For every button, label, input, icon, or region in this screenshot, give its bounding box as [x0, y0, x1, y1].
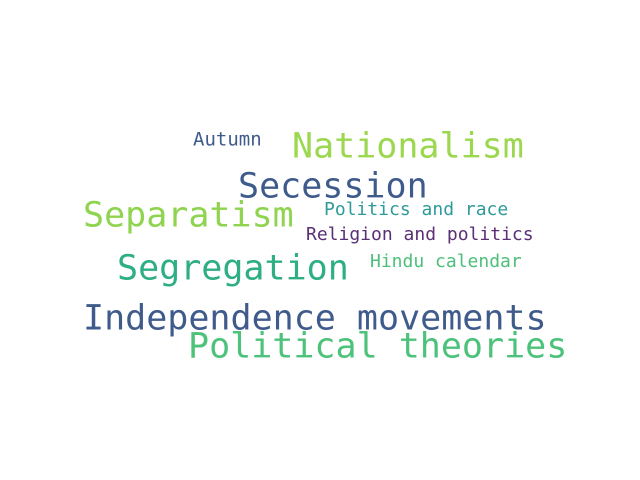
word-separatism: Separatism	[83, 195, 294, 236]
word-religion-and-politics: Religion and politics	[306, 224, 534, 245]
word-independence-movements: Independence movements	[83, 298, 547, 339]
word-politics-and-race: Politics and race	[324, 199, 509, 220]
word-secession: Secession	[238, 166, 428, 207]
word-autumn: Autumn	[193, 128, 262, 151]
word-political-theories: Political theories	[188, 326, 568, 367]
word-nationalism: Nationalism	[292, 126, 524, 167]
word-hindu-calendar: Hindu calendar	[370, 251, 522, 272]
word-segregation: Segregation	[117, 248, 349, 289]
